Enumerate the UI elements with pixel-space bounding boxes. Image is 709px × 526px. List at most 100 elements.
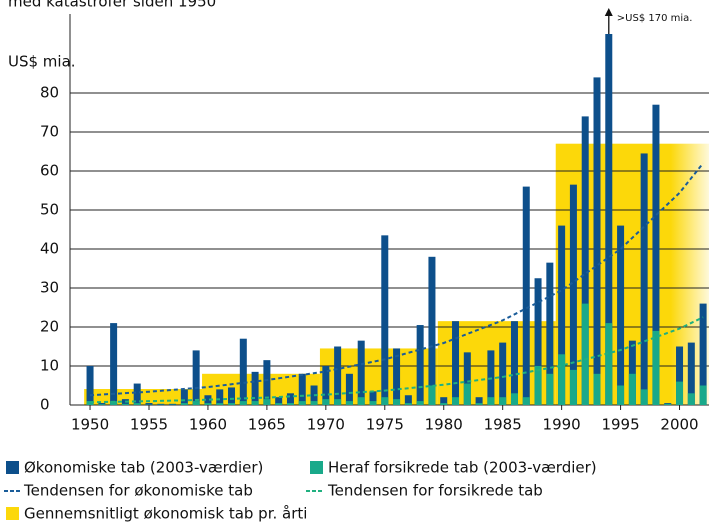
insured-bar [216,403,224,405]
economic-bar [133,383,141,405]
insured-bar [428,385,436,405]
x-tick-label: 1995 [601,416,639,434]
insured-bar [404,403,412,405]
economic-bar [510,321,518,405]
y-tick-label: 60 [40,162,59,180]
insured-bar [452,397,460,405]
y-tick-label: 80 [40,84,59,102]
economic-bar [593,77,601,406]
economic-bar [98,403,106,405]
insured-bar [357,397,365,405]
y-tick-label: 50 [40,201,59,219]
economic-bar [605,34,613,405]
insured-bar [381,397,389,405]
trend-line [89,162,704,397]
economic-bar [640,153,648,405]
insured-bar [345,401,353,405]
economic-bar [652,104,660,405]
arrow-head [604,8,613,16]
insured-bar [263,399,271,405]
x-tick-label: 1970 [307,416,345,434]
economic-bar [180,389,188,405]
y-tick-label: 20 [40,318,59,336]
insured-bar [499,397,507,405]
insured-bar [699,385,707,405]
legend-label: Tendensen for økonomiske tab [23,482,253,500]
legend-label: Gennemsnitligt økonomisk tab pr. årti [24,505,307,523]
economic-bar [428,256,436,405]
x-tick-label: 1980 [425,416,463,434]
economic-bar [334,346,342,405]
insured-bar [569,369,577,405]
insured-bar [334,399,342,405]
insured-bar [652,330,660,405]
economic-bar [628,340,636,405]
insured-bar [416,401,424,405]
economic-bar [228,387,236,405]
insured-bar [534,366,542,405]
economic-bar [357,340,365,405]
insured-bar [581,303,589,405]
economic-bar [169,403,177,405]
insured-bar [605,323,613,405]
insured-bar [322,399,330,405]
economic-bar [204,395,212,405]
x-tick-label: 2000 [660,416,698,434]
economic-bar [286,393,294,405]
x-tick-label: 1990 [543,416,581,434]
y-tick-label: 30 [40,279,59,297]
trend-line [90,316,704,404]
insured-bar [86,401,94,405]
insured-bar [133,403,141,405]
economic-bar [251,371,259,405]
insured-bar [558,354,566,405]
economic-bar [581,116,589,406]
insured-bar [546,373,554,405]
legend-label: Økonomiske tab (2003-værdier) [24,459,263,477]
insured-bar [664,403,672,405]
legend-swatch [6,461,19,474]
insured-bar [180,403,188,405]
insured-bar [487,397,495,405]
insured-bar [628,373,636,405]
legend-swatch [6,507,19,520]
economic-bar [216,389,224,405]
economic-bar [522,186,530,405]
insured-bar [640,389,648,405]
economic-bar [239,338,247,405]
economic-bar [699,303,707,405]
economic-bar [687,342,695,405]
x-tick-label: 1975 [366,416,404,434]
insured-bar [310,401,318,405]
x-tick-label: 1985 [484,416,522,434]
insured-bar [239,401,247,405]
insured-bar [475,403,483,405]
legend-swatch [310,461,323,474]
foreground: 0 10 20 30 40 50 60 70 80 1950 1955 1960 1965 1970 197… [40,8,704,434]
economic-bar [381,235,389,405]
x-tick-label: 1965 [248,416,286,434]
y-tick-label: 10 [40,357,59,375]
economic-bar [322,366,330,405]
economic-bar [499,342,507,405]
economic-bar [452,321,460,405]
insured-bar [228,403,236,405]
insured-bar [440,403,448,405]
insured-bar [463,383,471,405]
y-tick-label: 40 [40,240,59,258]
insured-bar [617,385,625,405]
economic-bar [617,225,625,405]
economic-bar [110,323,118,405]
grid [70,92,709,406]
insured-bar [121,403,129,405]
insured-bar [286,403,294,405]
insured-bar [110,401,118,405]
y-tick-label: 70 [40,123,59,141]
x-tick-label: 1950 [71,416,109,434]
insured-bar [676,381,684,405]
economic-bar [393,348,401,405]
economic-bar [275,397,283,405]
economic-bar [475,397,483,405]
economic-bar [534,278,542,405]
